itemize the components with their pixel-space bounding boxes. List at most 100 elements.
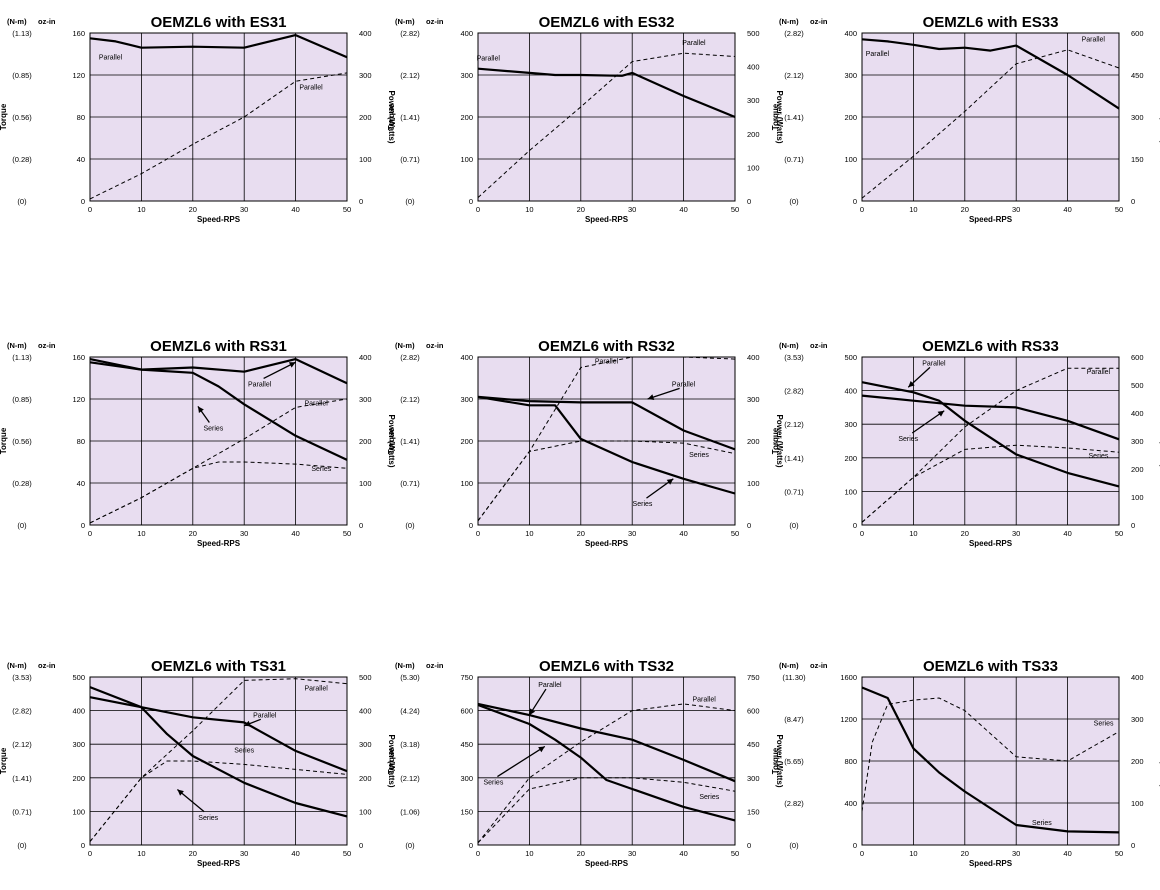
y2-tick-label: 0 <box>1131 841 1135 850</box>
power-series-line-2 <box>861 444 1120 523</box>
x-tick-label: 40 <box>1063 205 1071 214</box>
x-axis-label: Speed-RPS <box>969 215 1013 224</box>
x-tick-label: 10 <box>137 529 145 538</box>
y-tick-nm-label: (0) <box>17 521 27 530</box>
x-tick-label: 10 <box>909 849 917 858</box>
annotation-arrowhead <box>937 410 945 417</box>
y2-tick-label: 200 <box>747 437 760 446</box>
y-tick-nm-label: (0.28) <box>12 155 32 164</box>
x-tick-label: 0 <box>88 205 92 214</box>
y-tick-nm-label: (1.41) <box>784 113 804 122</box>
y2-axis-label: Power (Watts) <box>775 90 784 143</box>
chart-panel-3: OEMZL6 with ES33 (N-m) oz-in 0 10 20 30 40 50 Spe… <box>771 14 1160 224</box>
x-tick-label: 20 <box>189 529 197 538</box>
y-tick-nm-label: (2.82) <box>784 799 804 808</box>
y-tick-nm-label: (0) <box>405 521 415 530</box>
y-tick-ozin-label: 500 <box>844 353 857 362</box>
y2-tick-label: 100 <box>1131 799 1144 808</box>
y2-tick-label: 300 <box>747 395 760 404</box>
annotation-arrowhead <box>177 789 184 796</box>
y-tick-nm-label: (0.85) <box>12 395 32 404</box>
x-tick-label: 0 <box>88 849 92 858</box>
y2-axis-label: Power (Watts) <box>387 90 396 143</box>
y2-tick-label: 300 <box>1131 437 1144 446</box>
y-axis-label: Torque <box>0 747 8 774</box>
y2-tick-label: 0 <box>747 197 751 206</box>
y2-tick-label: 300 <box>747 96 760 105</box>
x-tick-label: 50 <box>1115 849 1123 858</box>
x-tick-label: 30 <box>628 529 636 538</box>
unit-nm-label: (N-m) <box>7 661 27 670</box>
y-tick-ozin-label: 0 <box>853 841 857 850</box>
series-annotation: Parallel <box>682 40 706 47</box>
y-tick-ozin-label: 300 <box>460 71 473 80</box>
series-annotation: Series <box>1094 720 1114 727</box>
y2-tick-label: 200 <box>359 437 372 446</box>
y-tick-nm-label: (1.13) <box>12 353 32 362</box>
x-tick-label: 30 <box>628 205 636 214</box>
y-tick-nm-label: (4.24) <box>400 707 420 716</box>
y-tick-ozin-label: 300 <box>844 420 857 429</box>
x-axis-label: Speed-RPS <box>197 859 241 868</box>
y-tick-nm-label: (0) <box>789 841 799 850</box>
y-tick-ozin-label: 0 <box>853 197 857 206</box>
y-tick-ozin-label: 120 <box>72 71 85 80</box>
power-series-line-1 <box>861 49 1120 199</box>
torque-series-line-2 <box>477 395 736 495</box>
x-tick-label: 50 <box>731 849 739 858</box>
y-tick-nm-label: (3.18) <box>400 740 420 749</box>
y-tick-nm-label: (1.06) <box>400 807 420 816</box>
y-tick-nm-label: (2.82) <box>400 353 420 362</box>
y-tick-nm-label: (0.71) <box>12 807 32 816</box>
series-annotation: Series <box>234 748 254 755</box>
y-tick-ozin-label: 750 <box>460 673 473 682</box>
y2-tick-label: 200 <box>747 130 760 139</box>
y2-tick-label: 0 <box>1131 521 1135 530</box>
torque-series-line-1 <box>477 702 736 783</box>
y-tick-ozin-label: 400 <box>844 799 857 808</box>
x-tick-label: 30 <box>240 529 248 538</box>
y-tick-nm-label: (0.85) <box>12 71 32 80</box>
y-tick-ozin-label: 0 <box>81 521 85 530</box>
y-tick-ozin-label: 500 <box>72 673 85 682</box>
series-annotation: Series <box>203 426 223 433</box>
annotation-arrowhead <box>538 746 545 753</box>
x-axis-label: Speed-RPS <box>197 539 241 548</box>
series-annotation: Parallel <box>299 85 323 92</box>
y2-axis-label: Power (Watts) <box>775 734 784 787</box>
x-tick-label: 30 <box>628 849 636 858</box>
y2-tick-label: 200 <box>1131 757 1144 766</box>
series-annotation: Series <box>311 466 331 473</box>
unit-ozin-label: oz-in <box>38 341 56 350</box>
series-annotation: Parallel <box>477 55 501 62</box>
y2-tick-label: 100 <box>359 155 372 164</box>
torque-series-line-1 <box>861 686 1120 834</box>
y2-tick-label: 400 <box>1131 409 1144 418</box>
x-tick-label: 0 <box>860 529 864 538</box>
annotation-arrowhead <box>288 362 296 368</box>
y2-tick-label: 400 <box>747 63 760 72</box>
series-annotation: Series <box>633 501 653 508</box>
y-tick-ozin-label: 400 <box>844 29 857 38</box>
x-axis-label: Speed-RPS <box>585 859 629 868</box>
torque-series-line-2 <box>477 703 736 822</box>
x-tick-label: 40 <box>679 205 687 214</box>
x-tick-label: 0 <box>860 849 864 858</box>
x-tick-label: 0 <box>88 529 92 538</box>
series-annotation: Parallel <box>1087 369 1111 376</box>
x-tick-label: 10 <box>909 205 917 214</box>
x-tick-label: 50 <box>343 849 351 858</box>
chart-title: OEMZL6 with TS33 <box>923 658 1058 675</box>
unit-ozin-label: oz-in <box>38 17 56 26</box>
y2-tick-label: 0 <box>359 521 363 530</box>
chart-title: OEMZL6 with RS31 <box>150 338 287 355</box>
y-tick-ozin-label: 80 <box>77 113 85 122</box>
unit-nm-label: (N-m) <box>7 341 27 350</box>
y-tick-ozin-label: 40 <box>77 479 85 488</box>
y-tick-nm-label: (1.41) <box>400 113 420 122</box>
x-tick-label: 30 <box>1012 205 1020 214</box>
y2-tick-label: 400 <box>359 353 372 362</box>
y2-tick-label: 100 <box>1131 493 1144 502</box>
y-tick-ozin-label: 200 <box>460 113 473 122</box>
